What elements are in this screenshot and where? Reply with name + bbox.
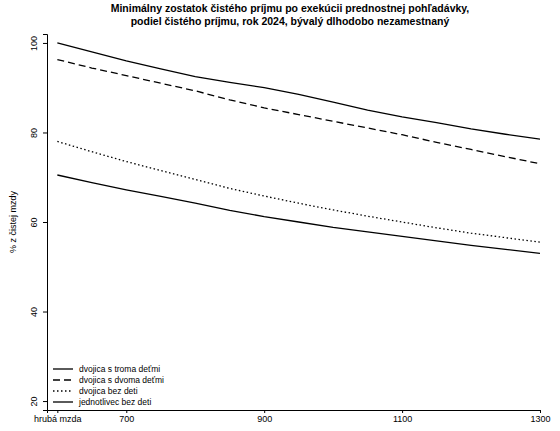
x-tick: 900 [257, 410, 272, 424]
legend-swatch [53, 368, 73, 369]
plot-area [57, 43, 540, 253]
y-axis-title: % z čistej mzdy [8, 190, 18, 253]
legend-swatch [53, 379, 73, 380]
x-axis: hrubá mzda 700 900 1100 1300 [34, 410, 550, 424]
x-tick-mark [57, 410, 58, 413]
x-tick: hrubá mzda [34, 410, 82, 424]
series-line [57, 60, 540, 164]
y-tick-mark [43, 132, 47, 133]
y-axis-line [43, 35, 48, 411]
y-tick-mark [43, 312, 47, 313]
x-tick-label: 900 [257, 414, 272, 424]
y-tick-label: 80 [29, 128, 39, 138]
legend-label: dvojica s dvoma deťmi [79, 375, 164, 385]
x-tick-mark [540, 410, 541, 413]
y-tick-label: 60 [29, 217, 39, 227]
y-tick-label: 20 [29, 397, 39, 407]
title-group: Minimálny zostatok čistého príjmu po exe… [111, 2, 470, 27]
series-line [57, 141, 540, 242]
x-tick-label: hrubá mzda [34, 414, 82, 424]
y-tick-mark [43, 401, 47, 402]
title: podiel čistého príjmu, rok 2024, bývalý … [131, 15, 450, 27]
series-line [57, 175, 540, 253]
y-tick: 80 [29, 128, 47, 138]
x-tick: 1300 [530, 410, 550, 424]
legend-swatch [53, 401, 73, 402]
x-axis-line [48, 411, 541, 414]
x-tick-label: 700 [119, 414, 134, 424]
title: Minimálny zostatok čistého príjmu po exe… [111, 2, 470, 14]
x-tick-mark [402, 410, 403, 413]
x-tick-mark [126, 410, 127, 413]
chart: Minimálny zostatok čistého príjmu po exe… [0, 0, 560, 431]
x-tick-label: 1100 [393, 414, 412, 424]
y-axis: 20 40 60 80 100 [29, 35, 48, 411]
y-tick-label: 40 [29, 307, 39, 317]
y-tick: 40 [29, 307, 47, 317]
y-tick-label: 100 [29, 36, 39, 51]
x-tick: 1100 [393, 410, 412, 424]
legend-label: jednotlivec bez deti [78, 397, 151, 407]
legend-swatch [53, 390, 73, 391]
x-tick-mark [264, 410, 265, 413]
y-tick: 60 [29, 217, 47, 227]
y-tick: 100 [29, 36, 47, 51]
series-line [57, 43, 540, 139]
y-tick-mark [43, 43, 47, 44]
legend-label: dvojica bez deti [79, 386, 138, 396]
y-tick-mark [43, 222, 47, 223]
x-tick: 700 [119, 410, 134, 424]
y-tick: 20 [29, 397, 47, 407]
legend-label: dvojica s troma deťmi [79, 364, 160, 374]
x-tick-label: 1300 [530, 414, 550, 424]
legend: dvojica s troma deťmidvojica s dvoma deť… [53, 364, 164, 407]
